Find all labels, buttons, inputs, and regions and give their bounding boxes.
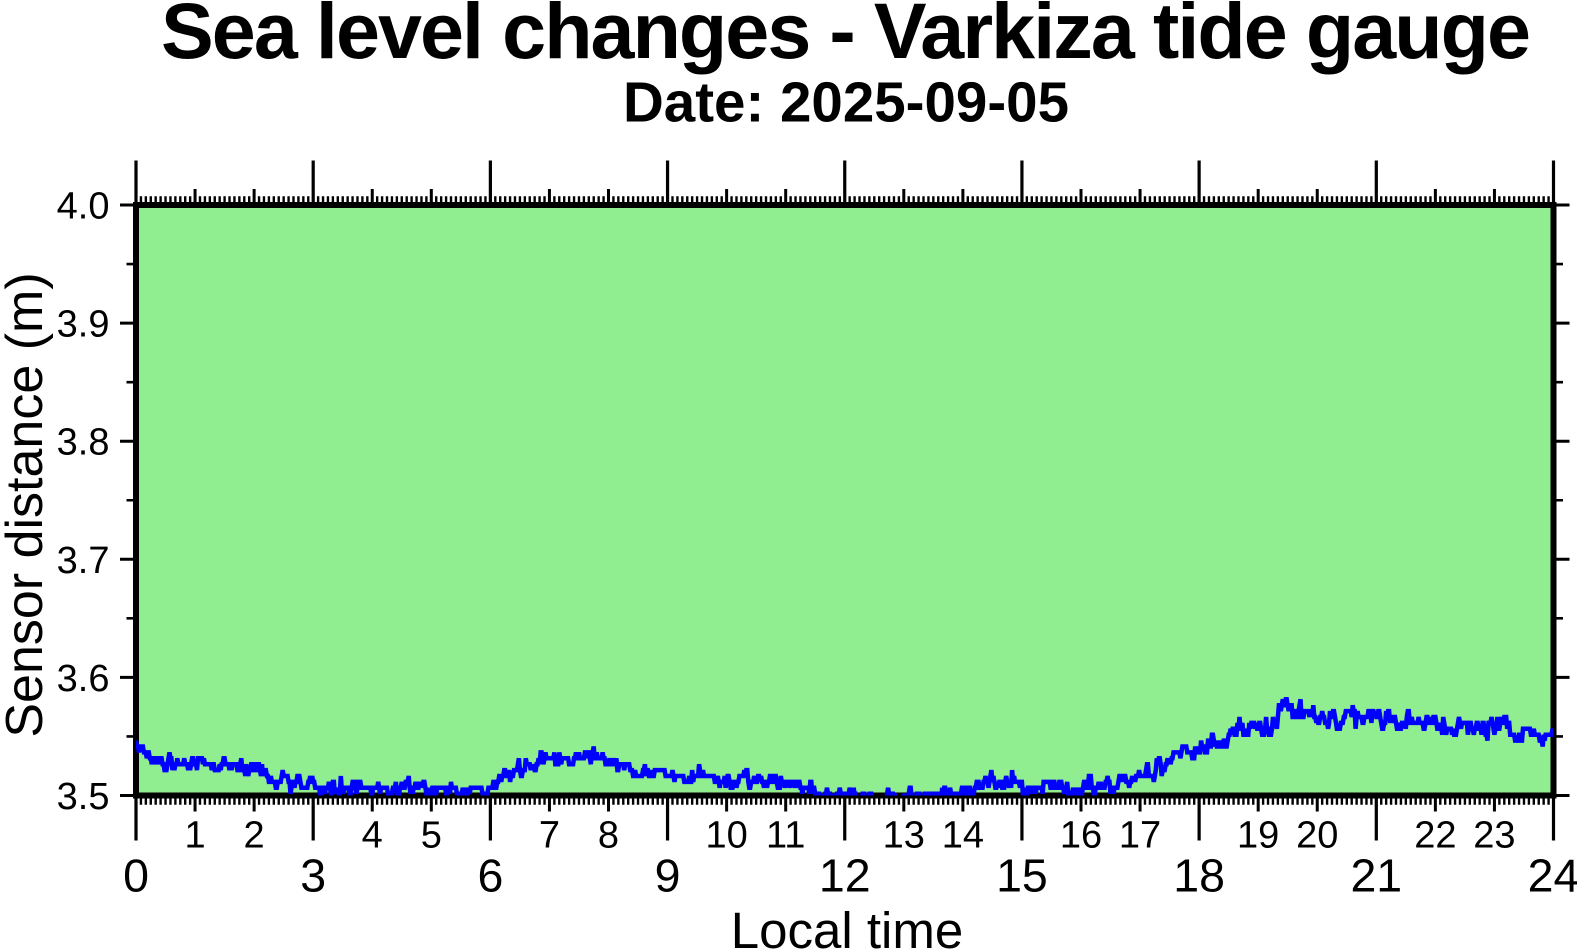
svg-text:19: 19 <box>1237 815 1279 857</box>
svg-text:2: 2 <box>244 815 265 857</box>
svg-text:Sensor distance (m): Sensor distance (m) <box>0 272 54 737</box>
svg-text:7: 7 <box>539 815 560 857</box>
svg-text:6: 6 <box>477 850 503 902</box>
svg-text:1: 1 <box>184 815 205 857</box>
svg-text:15: 15 <box>996 850 1048 902</box>
svg-text:4.0: 4.0 <box>57 186 110 228</box>
svg-text:21: 21 <box>1350 850 1402 902</box>
svg-text:3.5: 3.5 <box>57 776 110 818</box>
svg-text:13: 13 <box>883 815 925 857</box>
svg-text:16: 16 <box>1060 815 1102 857</box>
svg-text:4: 4 <box>362 815 383 857</box>
svg-text:3.6: 3.6 <box>57 658 110 700</box>
svg-text:12: 12 <box>819 850 871 902</box>
svg-text:22: 22 <box>1414 815 1456 857</box>
svg-text:17: 17 <box>1119 815 1161 857</box>
svg-text:23: 23 <box>1473 815 1515 857</box>
svg-text:9: 9 <box>655 850 681 902</box>
svg-text:24: 24 <box>1528 850 1577 902</box>
svg-text:3: 3 <box>300 850 326 902</box>
svg-text:20: 20 <box>1296 815 1338 857</box>
svg-text:Local time: Local time <box>731 902 963 950</box>
svg-text:18: 18 <box>1173 850 1225 902</box>
svg-text:3.7: 3.7 <box>57 540 110 582</box>
svg-text:Sea level changes - Varkiza ti: Sea level changes - Varkiza tide gauge <box>161 0 1529 75</box>
svg-text:8: 8 <box>598 815 619 857</box>
svg-text:10: 10 <box>705 815 747 857</box>
svg-text:11: 11 <box>766 815 805 857</box>
svg-text:Date: 2025-09-05: Date: 2025-09-05 <box>623 71 1069 134</box>
svg-text:3.8: 3.8 <box>57 422 110 464</box>
svg-text:14: 14 <box>942 815 984 857</box>
svg-text:5: 5 <box>421 815 442 857</box>
svg-text:3.9: 3.9 <box>57 304 110 346</box>
svg-text:0: 0 <box>123 850 149 902</box>
